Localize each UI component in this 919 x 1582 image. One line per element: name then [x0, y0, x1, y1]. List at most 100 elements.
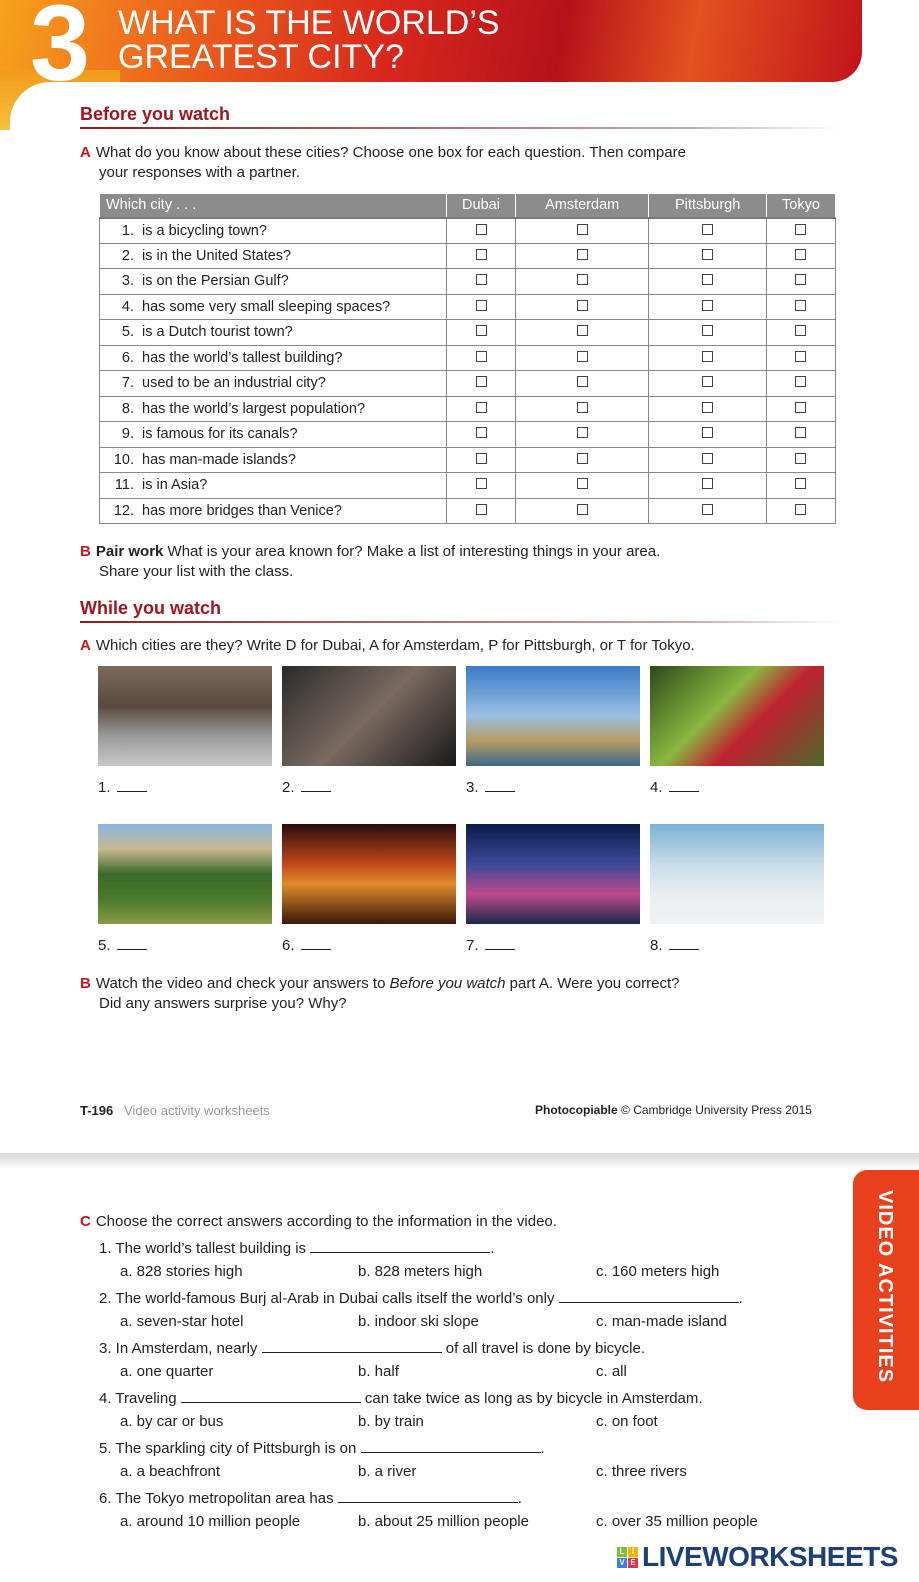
checkbox-dubai[interactable]	[475, 248, 487, 260]
checkbox-dubai[interactable]	[475, 478, 487, 490]
answer-blank[interactable]	[360, 1452, 541, 1453]
checkbox-pittsburgh[interactable]	[702, 223, 714, 235]
checkbox-dubai[interactable]	[475, 376, 487, 388]
checkbox-cell	[514, 344, 650, 371]
photo-answer[interactable]: 1.	[98, 779, 147, 796]
checkbox-dubai[interactable]	[475, 325, 487, 337]
city-photo	[466, 666, 640, 766]
checkbox-amsterdam[interactable]	[576, 223, 588, 235]
footer-right: Photocopiable © Cambridge University Pre…	[535, 1103, 812, 1117]
checkbox-amsterdam[interactable]	[576, 248, 588, 260]
checkbox-pittsburgh[interactable]	[702, 503, 714, 515]
checkbox-amsterdam[interactable]	[576, 376, 588, 388]
checkbox-pittsburgh[interactable]	[702, 248, 714, 260]
option-a[interactable]: a. 828 stories high	[120, 1263, 243, 1280]
option-c[interactable]: c. on foot	[596, 1413, 658, 1430]
checkbox-amsterdam[interactable]	[576, 503, 588, 515]
checkbox-pittsburgh[interactable]	[702, 452, 714, 464]
option-a[interactable]: a. a beachfront	[120, 1463, 221, 1480]
checkbox-tokyo[interactable]	[795, 376, 807, 388]
checkbox-tokyo[interactable]	[795, 478, 807, 490]
option-b[interactable]: b. by train	[358, 1413, 424, 1430]
option-c[interactable]: c. over 35 million people	[596, 1513, 758, 1530]
checkbox-dubai[interactable]	[475, 299, 487, 311]
checkbox-dubai[interactable]	[475, 223, 487, 235]
checkbox-pittsburgh[interactable]	[702, 376, 714, 388]
checkbox-amsterdam[interactable]	[576, 401, 588, 413]
checkbox-cell	[446, 421, 516, 448]
checkbox-dubai[interactable]	[475, 503, 487, 515]
checkbox-tokyo[interactable]	[795, 452, 807, 464]
checkbox-tokyo[interactable]	[795, 503, 807, 515]
option-b[interactable]: b. half	[358, 1363, 399, 1380]
option-c[interactable]: c. 160 meters high	[596, 1263, 720, 1280]
option-a[interactable]: a. by car or bus	[120, 1413, 224, 1430]
checkbox-dubai[interactable]	[475, 274, 487, 286]
checkbox-pittsburgh[interactable]	[702, 427, 714, 439]
checkbox-pittsburgh[interactable]	[702, 350, 714, 362]
checkbox-dubai[interactable]	[475, 401, 487, 413]
checkbox-tokyo[interactable]	[795, 401, 807, 413]
checkbox-pittsburgh[interactable]	[702, 325, 714, 337]
checkbox-tokyo[interactable]	[795, 299, 807, 311]
option-c[interactable]: c. all	[596, 1363, 627, 1380]
option-c[interactable]: c. three rivers	[596, 1463, 687, 1480]
checkbox-dubai[interactable]	[475, 427, 487, 439]
checkbox-pittsburgh[interactable]	[702, 401, 714, 413]
answer-blank[interactable]	[310, 1252, 491, 1253]
option-c[interactable]: c. man-made island	[596, 1313, 727, 1330]
photo-answer[interactable]: 5.	[98, 937, 147, 954]
question-cell: 7. used to be an industrial city?	[99, 370, 447, 397]
answer-blank[interactable]	[337, 1502, 518, 1503]
checkbox-cell	[514, 370, 650, 397]
column-header: Dubai	[446, 193, 516, 219]
checkbox-amsterdam[interactable]	[576, 427, 588, 439]
checkbox-tokyo[interactable]	[795, 325, 807, 337]
checkbox-dubai[interactable]	[475, 452, 487, 464]
checkbox-amsterdam[interactable]	[576, 325, 588, 337]
answer-blank[interactable]	[180, 1402, 361, 1403]
option-a[interactable]: a. around 10 million people	[120, 1513, 301, 1530]
checkbox-amsterdam[interactable]	[576, 299, 588, 311]
option-b[interactable]: b. a river	[358, 1463, 417, 1480]
checkbox-dubai[interactable]	[475, 350, 487, 362]
question: 3. In Amsterdam, nearly of all travel is…	[99, 1340, 646, 1357]
checkbox-cell	[765, 344, 837, 371]
checkbox-tokyo[interactable]	[795, 223, 807, 235]
question-cell: 10. has man-made islands?	[99, 446, 447, 473]
option-b[interactable]: b. indoor ski slope	[358, 1313, 479, 1330]
city-quiz-table: Which city . . . Dubai Amsterdam Pittsburgh…	[99, 193, 837, 524]
answer-blank[interactable]	[261, 1352, 442, 1353]
checkbox-tokyo[interactable]	[795, 350, 807, 362]
checkbox-amsterdam[interactable]	[576, 452, 588, 464]
option-b[interactable]: b. 828 meters high	[358, 1263, 483, 1280]
photo-answer[interactable]: 7.	[466, 937, 515, 954]
unit-number: 3	[30, 0, 90, 103]
option-a[interactable]: a. seven-star hotel	[120, 1313, 244, 1330]
checkbox-cell	[648, 293, 767, 320]
while-b-instruction: B Watch the video and check your answers …	[80, 975, 680, 1012]
checkbox-pittsburgh[interactable]	[702, 274, 714, 286]
question-cell: 5. is a Dutch tourist town?	[99, 319, 447, 346]
photo-answer[interactable]: 8.	[650, 937, 699, 954]
option-b[interactable]: b. about 25 million people	[358, 1513, 529, 1530]
checkbox-tokyo[interactable]	[795, 274, 807, 286]
checkbox-tokyo[interactable]	[795, 427, 807, 439]
option-a[interactable]: a. one quarter	[120, 1363, 214, 1380]
checkbox-pittsburgh[interactable]	[702, 299, 714, 311]
checkbox-pittsburgh[interactable]	[702, 478, 714, 490]
table-row: 7. used to be an industrial city?	[99, 370, 837, 397]
question-cell: 4. has some very small sleeping spaces?	[99, 293, 447, 320]
photo-answer[interactable]: 6.	[282, 937, 331, 954]
checkbox-tokyo[interactable]	[795, 248, 807, 260]
photo-answer[interactable]: 2.	[282, 779, 331, 796]
checkbox-cell	[648, 319, 767, 346]
answer-blank[interactable]	[558, 1302, 739, 1303]
table-row: 10. has man-made islands?	[99, 446, 837, 473]
checkbox-amsterdam[interactable]	[576, 350, 588, 362]
photo-answer[interactable]: 3.	[466, 779, 515, 796]
checkbox-amsterdam[interactable]	[576, 274, 588, 286]
column-header: Which city . . .	[99, 193, 447, 219]
checkbox-amsterdam[interactable]	[576, 478, 588, 490]
photo-answer[interactable]: 4.	[650, 779, 699, 796]
